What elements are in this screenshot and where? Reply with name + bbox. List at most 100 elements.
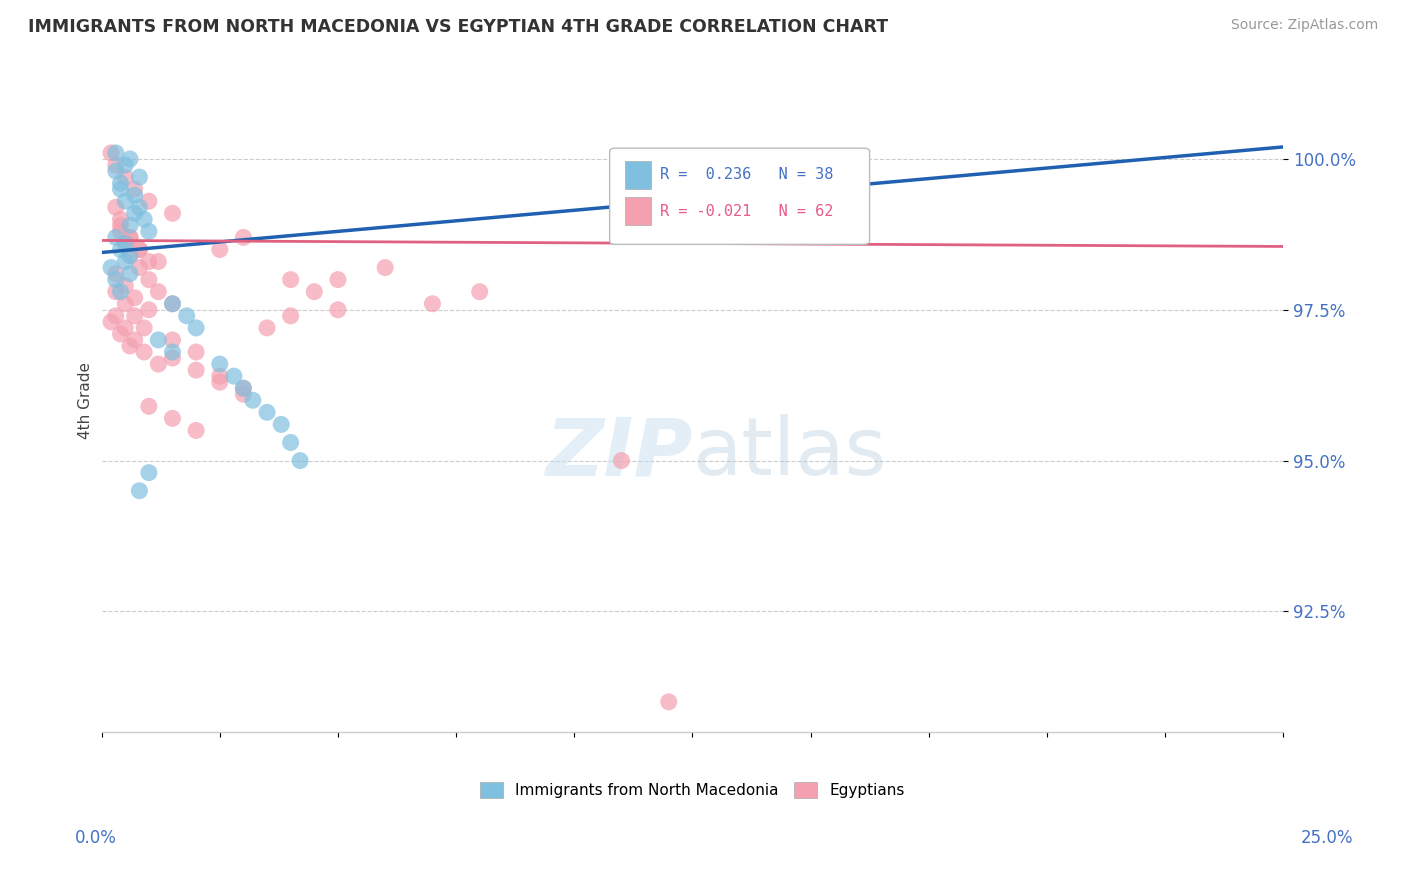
Text: R =  0.236   N = 38: R = 0.236 N = 38: [661, 167, 834, 182]
Point: [208, 375, 231, 389]
Point: [280, 309, 302, 323]
Point: [304, 285, 326, 299]
Point: [114, 297, 136, 311]
Point: [124, 333, 146, 347]
Point: [468, 285, 491, 299]
Point: [128, 260, 150, 275]
Point: [162, 297, 184, 311]
Point: [176, 309, 198, 323]
Point: [128, 483, 150, 498]
Point: [232, 381, 254, 395]
Point: [100, 145, 122, 160]
Point: [128, 200, 150, 214]
Point: [124, 182, 146, 196]
FancyBboxPatch shape: [626, 197, 651, 225]
Point: [118, 267, 141, 281]
Point: [162, 351, 184, 365]
Y-axis label: 4th Grade: 4th Grade: [79, 362, 93, 439]
Text: atlas: atlas: [692, 415, 887, 492]
Point: [162, 206, 184, 220]
Legend: Immigrants from North Macedonia, Egyptians: Immigrants from North Macedonia, Egyptia…: [474, 776, 911, 805]
Point: [104, 267, 127, 281]
Point: [118, 230, 141, 244]
Point: [124, 206, 146, 220]
Point: [118, 248, 141, 262]
Point: [280, 435, 302, 450]
Point: [104, 230, 127, 244]
Point: [134, 345, 156, 359]
Point: [110, 243, 132, 257]
Point: [374, 260, 396, 275]
Point: [148, 357, 170, 371]
FancyBboxPatch shape: [610, 148, 869, 244]
Point: [124, 291, 146, 305]
Point: [148, 285, 170, 299]
Point: [134, 212, 156, 227]
Point: [162, 411, 184, 425]
Point: [118, 219, 141, 233]
Point: [138, 254, 160, 268]
Point: [104, 309, 127, 323]
Point: [110, 285, 132, 299]
Point: [184, 424, 207, 438]
Point: [118, 230, 141, 244]
Text: 0.0%: 0.0%: [75, 829, 117, 847]
Point: [104, 285, 127, 299]
Text: IMMIGRANTS FROM NORTH MACEDONIA VS EGYPTIAN 4TH GRADE CORRELATION CHART: IMMIGRANTS FROM NORTH MACEDONIA VS EGYPT…: [28, 18, 889, 36]
Point: [118, 152, 141, 166]
Point: [114, 236, 136, 251]
Point: [148, 254, 170, 268]
Point: [288, 453, 311, 467]
FancyBboxPatch shape: [626, 161, 651, 188]
Point: [208, 369, 231, 384]
Point: [184, 363, 207, 377]
Point: [326, 272, 349, 286]
Point: [124, 188, 146, 202]
Text: ZIP: ZIP: [546, 415, 692, 492]
Point: [110, 212, 132, 227]
Point: [280, 272, 302, 286]
Point: [184, 345, 207, 359]
Point: [184, 321, 207, 335]
Point: [114, 321, 136, 335]
Point: [162, 297, 184, 311]
Point: [104, 272, 127, 286]
Point: [232, 387, 254, 401]
Point: [208, 243, 231, 257]
Point: [114, 236, 136, 251]
Text: 25.0%: 25.0%: [1301, 829, 1354, 847]
Point: [128, 170, 150, 185]
Point: [138, 466, 160, 480]
Point: [110, 182, 132, 196]
Point: [114, 170, 136, 185]
Point: [110, 219, 132, 233]
Point: [162, 345, 184, 359]
Point: [114, 194, 136, 209]
Point: [422, 297, 444, 311]
Point: [658, 695, 681, 709]
Point: [326, 302, 349, 317]
Point: [162, 333, 184, 347]
Point: [124, 309, 146, 323]
Point: [242, 393, 264, 408]
Point: [208, 357, 231, 371]
Point: [104, 145, 127, 160]
Point: [232, 230, 254, 244]
Point: [138, 302, 160, 317]
Point: [148, 333, 170, 347]
Point: [114, 254, 136, 268]
Point: [104, 158, 127, 172]
Point: [110, 326, 132, 341]
Point: [118, 339, 141, 353]
Text: Source: ZipAtlas.com: Source: ZipAtlas.com: [1230, 18, 1378, 32]
Point: [114, 278, 136, 293]
Point: [114, 158, 136, 172]
Point: [118, 248, 141, 262]
Point: [610, 453, 633, 467]
Point: [138, 272, 160, 286]
Point: [138, 224, 160, 238]
Point: [100, 315, 122, 329]
Point: [128, 243, 150, 257]
Point: [110, 224, 132, 238]
Point: [138, 399, 160, 413]
